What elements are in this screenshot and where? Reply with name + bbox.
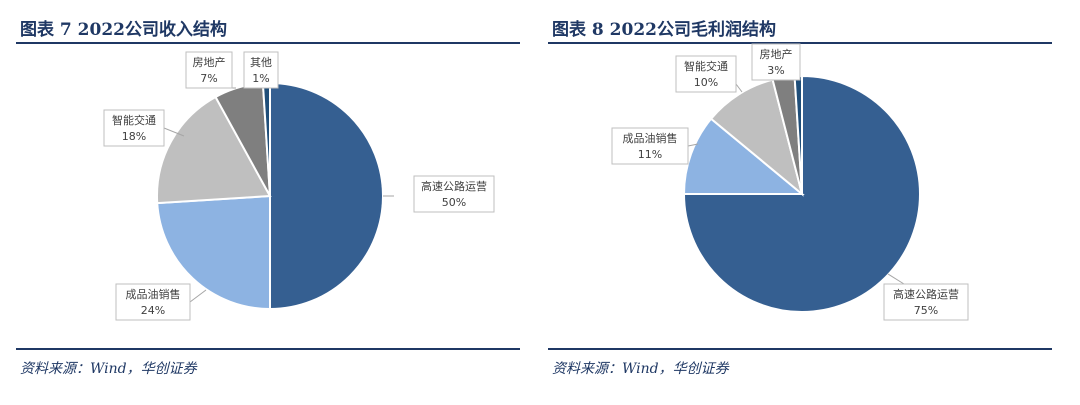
revenue-structure-panel: 图表 7 2022公司收入结构 高速公路运营 50% 成品油销售 24% 智能交通 18%… bbox=[16, 0, 520, 405]
slice-value: 1% bbox=[252, 72, 269, 85]
pie-slices bbox=[156, 81, 384, 311]
slice-value: 10% bbox=[694, 76, 718, 89]
label-box bbox=[115, 283, 191, 321]
slice-name: 高速公路运营 bbox=[421, 179, 487, 193]
slice-value: 75% bbox=[914, 304, 938, 317]
slice-value: 7% bbox=[200, 72, 217, 85]
slice-label-smart-transport: 智能交通 10% bbox=[675, 55, 743, 93]
slice-label-refined-oil-sales: 成品油销售 24% bbox=[115, 283, 207, 321]
label-box bbox=[675, 55, 737, 93]
slice-label-real-estate: 房地产 3% bbox=[751, 43, 801, 81]
slice-name: 智能交通 bbox=[112, 113, 156, 127]
leader-line bbox=[887, 273, 905, 285]
label-box bbox=[185, 51, 233, 89]
label-box bbox=[103, 109, 165, 147]
slice-label-expressway-operation: 高速公路运营 75% bbox=[883, 273, 969, 321]
slice-name: 房地产 bbox=[760, 47, 793, 61]
slice-value: 18% bbox=[122, 130, 146, 143]
pie-slice-refined-oil-sales bbox=[682, 117, 805, 195]
pie-labels: 高速公路运营 75% 成品油销售 11% 智能交通 10% 房地产 3% bbox=[611, 43, 969, 321]
slice-label-real-estate: 房地产 7% bbox=[185, 51, 236, 89]
slice-value: 50% bbox=[442, 196, 466, 209]
slice-name: 成品油销售 bbox=[623, 131, 678, 145]
slice-value: 3% bbox=[767, 64, 784, 77]
slice-label-expressway-operation: 高速公路运营 50% bbox=[383, 175, 495, 213]
pie-slice-smart-transport bbox=[156, 95, 272, 205]
label-box bbox=[751, 43, 801, 81]
title-rule bbox=[16, 42, 520, 44]
source-rule bbox=[16, 348, 520, 350]
label-box bbox=[611, 127, 689, 165]
pie-slices bbox=[682, 74, 921, 313]
slice-label-smart-transport: 智能交通 18% bbox=[103, 109, 185, 147]
slice-name: 房地产 bbox=[193, 55, 226, 69]
label-box bbox=[883, 283, 969, 321]
label-box bbox=[243, 51, 279, 89]
slice-name: 其他 bbox=[250, 56, 272, 69]
gross-profit-pie-chart: 高速公路运营 75% 成品油销售 11% 智能交通 10% 房地产 3% bbox=[611, 43, 969, 321]
leader-line bbox=[687, 143, 699, 147]
slice-name: 智能交通 bbox=[684, 59, 728, 73]
slice-name: 高速公路运营 bbox=[893, 287, 959, 301]
slice-value: 24% bbox=[141, 304, 165, 317]
source-rule bbox=[548, 348, 1052, 350]
leader-line bbox=[735, 83, 743, 93]
slice-value: 11% bbox=[638, 148, 662, 161]
gross-profit-structure-panel: 图表 8 2022公司毛利润结构 高速公路运营 75% 成品油销售 11% 智能交通 10… bbox=[548, 0, 1052, 405]
chart-title: 图表 8 2022公司毛利润结构 bbox=[552, 20, 776, 40]
revenue-pie-chart: 高速公路运营 50% 成品油销售 24% 智能交通 18% 房地产 7% 其他 1% bbox=[103, 51, 495, 321]
source-note: 资料来源：Wind，华创证券 bbox=[20, 361, 197, 377]
title-rule bbox=[548, 42, 1052, 44]
leader-line bbox=[163, 127, 185, 137]
leader-line bbox=[189, 289, 207, 303]
slice-label-refined-oil-sales: 成品油销售 11% bbox=[611, 127, 699, 165]
pie-labels: 高速公路运营 50% 成品油销售 24% 智能交通 18% 房地产 7% 其他 1% bbox=[103, 51, 495, 321]
slice-label-other: 其他 1% bbox=[243, 51, 279, 89]
label-box bbox=[413, 175, 495, 213]
slice-name: 成品油销售 bbox=[126, 287, 181, 301]
pie-slice-refined-oil-sales bbox=[156, 194, 271, 311]
chart-title: 图表 7 2022公司收入结构 bbox=[20, 20, 227, 40]
source-note: 资料来源：Wind，华创证券 bbox=[552, 361, 729, 377]
pie-slice-expressway-operation bbox=[269, 81, 384, 311]
pie-slice-expressway-operation bbox=[682, 74, 921, 313]
